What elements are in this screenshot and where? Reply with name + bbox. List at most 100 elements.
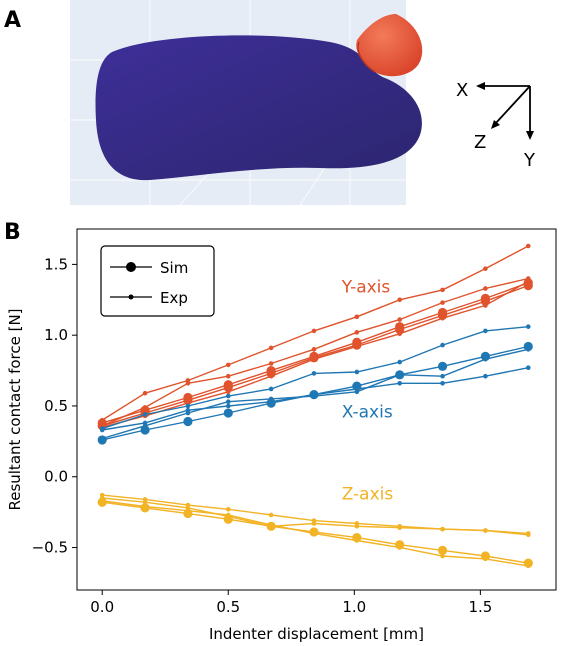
data-point	[223, 408, 233, 418]
data-point	[397, 381, 402, 386]
data-point	[440, 342, 445, 348]
y-tick-label: 1.5	[44, 255, 68, 273]
data-point	[440, 300, 445, 305]
data-point	[142, 390, 148, 396]
data-point	[140, 425, 150, 435]
series-z-axis-exp-12	[99, 498, 531, 569]
data-point	[311, 328, 317, 334]
render-panel	[70, 0, 423, 206]
data-point	[225, 403, 231, 409]
data-point	[354, 314, 360, 320]
series-line	[101, 326, 529, 430]
data-point	[142, 499, 148, 505]
data-point	[525, 532, 531, 538]
data-point	[483, 356, 488, 362]
data-point	[354, 330, 360, 335]
y-tick-label: −0.5	[32, 539, 68, 557]
data-point	[397, 372, 402, 378]
data-point	[525, 563, 531, 569]
data-point	[483, 286, 488, 291]
data-point	[525, 324, 531, 329]
data-point	[440, 287, 445, 293]
data-point	[311, 371, 317, 376]
data-point	[397, 359, 402, 365]
data-point	[142, 504, 148, 509]
legend-box	[100, 245, 215, 317]
data-point	[268, 399, 274, 405]
data-point	[311, 392, 317, 397]
legend: Sim Exp	[100, 245, 215, 317]
data-point	[311, 347, 317, 352]
data-point	[99, 436, 105, 441]
x-tick-label: 0.0	[90, 598, 114, 616]
data-point	[99, 417, 105, 423]
data-point	[440, 373, 445, 379]
chart: 0.0 0.5 1.0 1.5 −0.5 0.0 0.5 1.0 1.5 Indenter d…	[6, 228, 557, 643]
data-point	[525, 243, 531, 249]
data-point	[483, 303, 488, 308]
y-axis-label: Resultant contact force [N]	[6, 308, 24, 510]
data-point	[397, 297, 402, 303]
legend-exp-label: Exp	[160, 289, 188, 307]
data-point	[354, 538, 360, 543]
data-point	[440, 315, 445, 321]
data-point	[525, 347, 531, 352]
data-point	[311, 521, 317, 526]
indenter-cap	[356, 14, 423, 77]
data-point	[268, 373, 274, 379]
data-point	[225, 393, 231, 399]
series-y-axis-exp-3	[99, 276, 531, 429]
data-point	[225, 507, 231, 512]
data-point	[185, 407, 191, 413]
data-point	[225, 373, 231, 379]
y-tick-label: 0.5	[44, 397, 68, 415]
axis-glyph-z-label: Z	[474, 132, 486, 153]
data-point	[395, 324, 405, 335]
x-tick-label: 1.5	[468, 598, 492, 616]
series-x-axis-exp-8	[99, 365, 531, 433]
panel-b-label: B	[4, 220, 21, 245]
data-point	[483, 328, 488, 334]
data-point	[268, 386, 274, 392]
data-point	[437, 361, 448, 371]
annotation-z-axis: Z-axis	[342, 484, 394, 504]
data-point	[142, 412, 148, 417]
axes-glyph	[476, 82, 534, 140]
series-x-axis-exp-6	[99, 324, 531, 431]
data-point	[354, 369, 360, 375]
series-y-axis-exp-2	[99, 243, 531, 423]
x-tick-label: 0.5	[216, 598, 240, 616]
data-point	[311, 356, 317, 362]
series-y-axis-exp-4	[99, 279, 531, 430]
panel-a-label: A	[4, 8, 22, 33]
data-point	[397, 331, 402, 337]
data-point	[268, 361, 274, 366]
data-point	[142, 420, 148, 426]
data-point	[225, 399, 231, 405]
data-point	[223, 382, 233, 393]
data-point	[142, 405, 148, 410]
x-axis-label: Indenter displacement [mm]	[209, 625, 424, 643]
data-point	[483, 266, 488, 271]
legend-sim-marker	[126, 262, 136, 272]
data-point	[354, 523, 360, 529]
data-point	[523, 341, 533, 352]
y-tick-label: 0.0	[44, 468, 68, 486]
data-point	[483, 556, 488, 562]
annotation-y-axis: Y-axis	[341, 278, 391, 298]
data-point	[225, 389, 231, 395]
data-point	[440, 381, 445, 386]
data-point	[440, 553, 445, 559]
legend-sim-label: Sim	[160, 259, 188, 277]
data-point	[483, 528, 488, 533]
finger-body	[95, 35, 422, 181]
y-tick-label: 1.0	[44, 326, 68, 344]
legend-exp-marker	[128, 294, 134, 300]
data-point	[437, 545, 448, 555]
data-point	[354, 386, 360, 392]
data-point	[99, 427, 105, 433]
x-tick-label: 1.0	[342, 598, 366, 616]
data-point	[99, 498, 105, 504]
data-point	[311, 531, 317, 536]
